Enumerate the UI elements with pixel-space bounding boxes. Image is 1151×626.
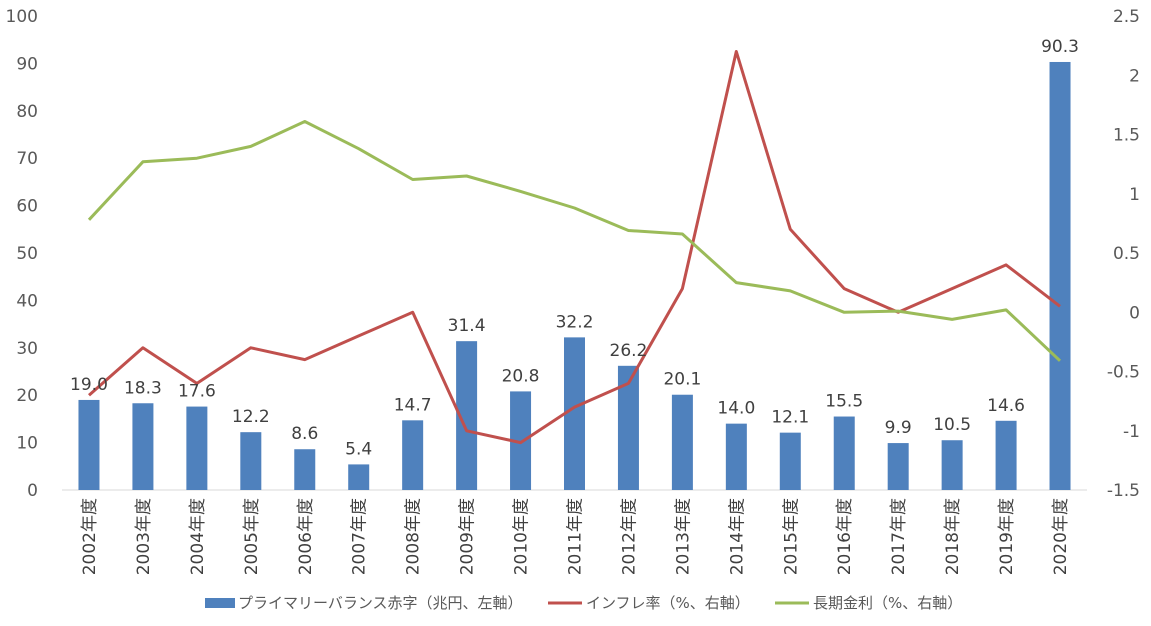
bar-value-label: 90.3 [1041, 37, 1079, 57]
bar-value-label: 12.1 [771, 408, 809, 428]
bar [887, 443, 909, 490]
bar-value-label: 31.4 [448, 316, 486, 336]
bar-value-label: 12.2 [232, 407, 270, 427]
y-left-tick-label: 0 [27, 481, 38, 501]
bar [78, 399, 100, 490]
bar [510, 391, 532, 490]
category-label: 2016年度 [835, 498, 855, 575]
y-right-tick-label: -1.5 [1107, 481, 1140, 501]
category-label: 2003年度 [134, 498, 154, 575]
y-right-tick-label: 1.5 [1113, 126, 1140, 146]
bar [564, 337, 585, 490]
category-label: 2020年度 [1051, 498, 1071, 575]
bar-series [78, 61, 1071, 491]
y-right-tick-label: -1 [1123, 422, 1140, 442]
bar [833, 416, 855, 490]
legend-label-long-term-rate: 長期金利（%、右軸） [813, 594, 962, 612]
bar-value-label: 20.8 [502, 366, 540, 386]
bar [779, 432, 801, 490]
bar-value-label: 5.4 [345, 439, 372, 459]
bar-value-label: 18.3 [124, 378, 162, 398]
category-label: 2017年度 [889, 498, 909, 575]
legend-label-inflation: インフレ率（%、右軸） [586, 594, 750, 612]
y-left-tick-label: 10 [16, 434, 38, 454]
y-right-tick-label: 2 [1129, 66, 1140, 86]
line-series [87, 50, 1062, 445]
category-label: 2018年度 [943, 498, 963, 575]
y-left-tick-label: 100 [6, 7, 38, 27]
y-right-tick-label: -0.5 [1107, 363, 1140, 383]
category-label: 2014年度 [727, 498, 747, 575]
y-left-tick-label: 70 [16, 149, 38, 169]
bar-value-label: 26.2 [610, 341, 648, 361]
bar [617, 365, 639, 490]
bar-value-label: 9.9 [885, 418, 912, 438]
category-label: 2007年度 [350, 498, 370, 575]
y-right-tick-label: 0 [1129, 303, 1140, 323]
bar [402, 420, 424, 490]
bar [725, 423, 747, 490]
category-label: 2015年度 [781, 498, 801, 575]
axes: 0 10 20 30 40 50 60 70 80 90 100 -1.5 -1 -0.5 0 0.5 1 1.5… [6, 7, 1140, 501]
bar [671, 394, 693, 490]
bar [348, 464, 370, 490]
category-label: 2006年度 [296, 498, 316, 575]
category-label: 2010年度 [512, 498, 532, 575]
data-labels: 19.0 18.3 17.6 12.2 8.6 5.4 14.7 31.4 20.8 32.2 26… [70, 37, 1079, 459]
y-left-tick-label: 20 [16, 386, 38, 406]
y-left-tick-label: 40 [16, 291, 38, 311]
bar-value-label: 14.7 [394, 395, 432, 415]
y-right-tick-label: 2.5 [1113, 7, 1140, 27]
bar [240, 432, 262, 490]
bar-value-label: 19.0 [70, 375, 108, 395]
legend-swatch-primary-balance [205, 598, 235, 608]
y-left-tick-label: 50 [16, 244, 38, 264]
bar-value-label: 20.1 [663, 370, 701, 390]
category-label: 2019年度 [997, 498, 1017, 575]
category-label: 2008年度 [404, 498, 424, 575]
bar-value-label: 14.0 [717, 399, 755, 419]
bar-value-label: 32.2 [556, 312, 594, 332]
category-label: 2005年度 [242, 498, 262, 575]
category-label: 2009年度 [458, 498, 478, 575]
bar [132, 403, 154, 490]
category-label: 2011年度 [566, 498, 586, 575]
y-left-tick-label: 90 [16, 54, 38, 74]
bar-value-label: 15.5 [825, 392, 863, 412]
bar [186, 406, 208, 490]
bar-value-label: 8.6 [291, 424, 318, 444]
y-left-tick-label: 80 [16, 102, 38, 122]
bar [456, 341, 478, 490]
category-label: 2012年度 [619, 498, 639, 575]
bar [995, 420, 1017, 490]
bar [941, 440, 963, 490]
y-right-tick-label: 0.5 [1113, 244, 1140, 264]
category-label: 2004年度 [188, 498, 208, 575]
y-left-tick-label: 60 [16, 197, 38, 217]
legend-label-primary-balance: プライマリーバランス赤字（兆円、左軸） [238, 594, 523, 612]
bar-value-label: 17.6 [178, 382, 216, 402]
y-right-tick-label: 1 [1129, 185, 1140, 205]
bar-value-label: 10.5 [933, 415, 971, 435]
long-term-rate-line [87, 120, 1062, 362]
category-label: 2002年度 [80, 498, 100, 575]
category-labels: 2002年度 2003年度 2004年度 2005年度 2006年度 2007年度 2008… [80, 498, 1071, 575]
y-left-tick-label: 30 [16, 339, 38, 359]
category-label: 2013年度 [673, 498, 693, 575]
legend: プライマリーバランス赤字（兆円、左軸） インフレ率（%、右軸） 長期金利（%、右軸） [205, 594, 962, 612]
bar-value-label: 14.6 [987, 396, 1025, 416]
bar [1049, 61, 1071, 491]
bar [294, 449, 316, 490]
